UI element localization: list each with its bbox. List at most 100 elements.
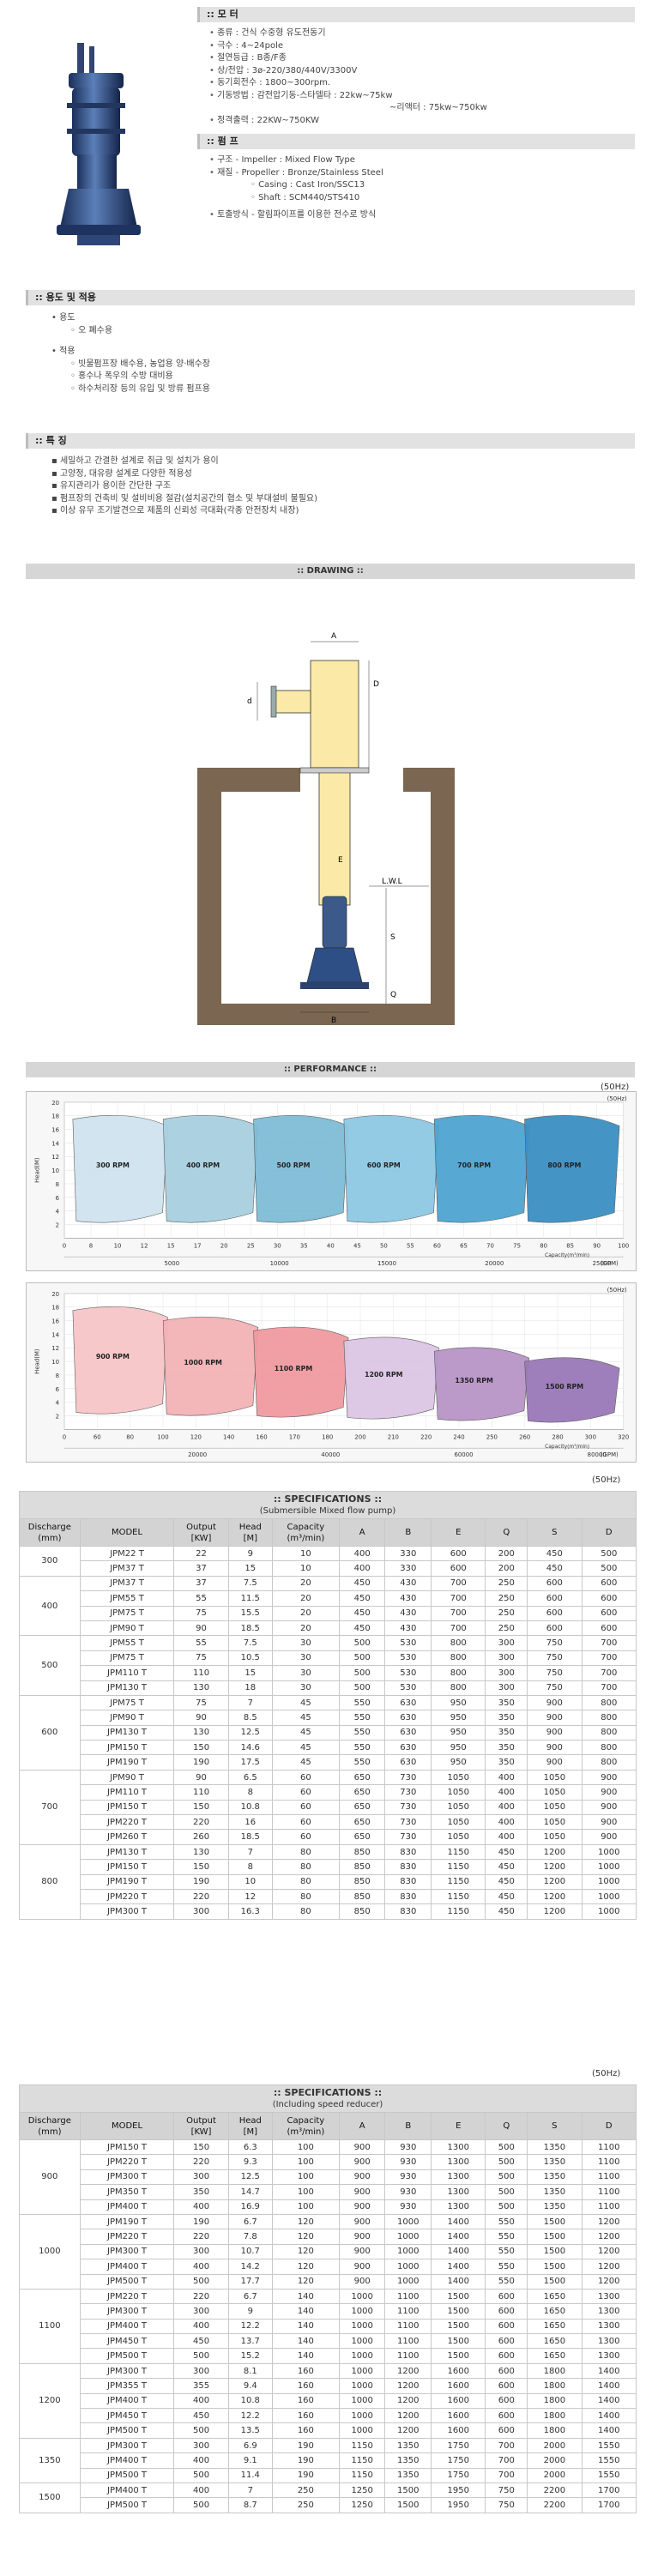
table-cell: 1200 — [384, 2408, 432, 2424]
table-cell: JPM90 T — [79, 1710, 175, 1726]
table-cell: 1350 — [384, 2452, 432, 2469]
table-cell: 200 — [485, 1560, 528, 1577]
table-cell: 300 — [485, 1650, 528, 1667]
table-cell: 900 — [581, 1769, 637, 1786]
table-cell: 30 — [271, 1650, 340, 1667]
table-cell: 13.5 — [227, 2422, 273, 2439]
table-cell: 1000 — [338, 2318, 386, 2335]
table-cell: 1000 — [338, 2333, 386, 2350]
table-cell: 1800 — [527, 2362, 583, 2380]
usage-apply-item: 빗물펌프장 배수용, 농업용 양·배수장 — [51, 359, 635, 371]
x-tick-label: 75 — [513, 1242, 521, 1249]
table-cell: 1600 — [431, 2422, 486, 2439]
y-tick-label: 8 — [56, 1372, 59, 1379]
table-cell: 140 — [271, 2348, 340, 2364]
dim-label: S — [390, 933, 395, 942]
table-cell: JPM150 T — [79, 1740, 175, 1756]
table-row: JPM190 T 190 17.5 45 550 630 950 350 900 800 — [20, 1754, 637, 1771]
table-cell: 140 — [271, 2288, 340, 2305]
table-cell: 7.5 — [227, 1635, 273, 1651]
table-cell: 750 — [485, 2482, 528, 2499]
table-cell: 1650 — [527, 2288, 583, 2305]
rpm-curve — [72, 1306, 168, 1415]
table-cell: 1600 — [431, 2392, 486, 2410]
table-cell: 10 — [271, 1560, 340, 1577]
table-cell: 330 — [384, 1560, 432, 1577]
table-cell: 1300 — [581, 2348, 637, 2364]
table-cell: 430 — [384, 1590, 432, 1607]
discharge-cell: 700 — [19, 1769, 81, 1845]
table-cell: 1250 — [338, 2482, 386, 2499]
column-header: Head [M] — [227, 2112, 273, 2140]
table-cell: JPM75 T — [79, 1694, 175, 1711]
motor-item: 극수 : 4~24pole — [209, 40, 635, 53]
table-row: JPM150 T 150 14.6 45 550 630 950 350 900 800 — [20, 1740, 637, 1756]
table-cell: 400 — [485, 1769, 528, 1786]
y-tick-label: 2 — [56, 1222, 59, 1228]
table-cell: 6.7 — [227, 2288, 273, 2305]
table-cell: 1050 — [431, 1814, 486, 1831]
gpm-label: (GPM) — [601, 1451, 619, 1458]
table-cell: 260 — [173, 1829, 229, 1845]
table-cell: JPM150 T — [79, 2139, 175, 2156]
table-cell: 1150 — [338, 2467, 386, 2483]
table-cell: JPM220 T — [79, 2154, 175, 2170]
x-tick-label: 180 — [322, 1433, 333, 1440]
table-cell: 16.9 — [227, 2199, 273, 2215]
discharge-cell: 300 — [19, 1546, 81, 1577]
hz-tag: (50Hz) — [592, 1475, 621, 1485]
gpm-tick-label: 80000 — [588, 1451, 607, 1458]
table-cell: JPM300 T — [79, 1903, 175, 1920]
x-axis-label: Capacity(m³/min) — [545, 1252, 589, 1258]
pump-item: Casing : Cast Iron/SSC13 — [209, 179, 635, 192]
table-cell: 700 — [485, 2437, 528, 2454]
table-cell: 600 — [527, 1605, 583, 1621]
table-cell: 550 — [485, 2273, 528, 2289]
column-header: MODEL — [79, 2112, 175, 2140]
table-cell: 800 — [581, 1694, 637, 1711]
table-cell: 15 — [227, 1560, 273, 1577]
table-cell: 1300 — [431, 2199, 486, 2215]
x-tick-label: 15 — [167, 1242, 175, 1249]
motor-item: 정격출력 : 22KW~750KW — [209, 115, 635, 128]
table-cell: 160 — [271, 2422, 340, 2439]
column-header: D — [581, 1518, 637, 1547]
table-cell: 15.5 — [227, 1605, 273, 1621]
y-tick-label: 18 — [51, 1113, 59, 1120]
motor-item: ~리액터 : 75kw~750kw — [389, 103, 487, 112]
table-cell: 10.8 — [227, 1799, 273, 1816]
rpm-label: 300 RPM — [96, 1161, 130, 1169]
table-row: 400 JPM37 T 37 7.5 20 450 430 700 250 600 600 — [19, 1575, 637, 1637]
table-cell: 60 — [271, 1784, 340, 1801]
table-cell: 12 — [227, 1888, 273, 1905]
table-cell: 800 — [581, 1710, 637, 1726]
table-cell: 160 — [271, 2362, 340, 2380]
table-cell: 20 — [271, 1575, 340, 1592]
table-cell: JPM400 T — [79, 2259, 175, 2275]
table-cell: 530 — [384, 1650, 432, 1667]
table-cell: 800 — [431, 1665, 486, 1681]
table-cell: 400 — [485, 1814, 528, 1831]
table-cell: 600 — [485, 2348, 528, 2364]
table-cell: 900 — [581, 1784, 637, 1801]
table-cell: 80 — [271, 1873, 340, 1890]
table-cell: 500 — [581, 1560, 637, 1577]
table-cell: 1350 — [527, 2184, 583, 2200]
table-cell: 1100 — [384, 2303, 432, 2320]
table-cell: 500 — [485, 2199, 528, 2215]
table-cell: 1500 — [431, 2288, 486, 2305]
table-cell: 900 — [527, 1694, 583, 1711]
table-cell: 600 — [485, 2392, 528, 2410]
table-cell: 600 — [581, 1590, 637, 1607]
features-header: :: 특 징 — [26, 433, 635, 449]
table-cell: 630 — [384, 1710, 432, 1726]
rpm-label: 1350 RPM — [455, 1377, 493, 1385]
table-cell: 250 — [271, 2482, 340, 2499]
table-cell: 60 — [271, 1829, 340, 1845]
table-cell: 9 — [227, 2303, 273, 2320]
table-cell: 1150 — [431, 1873, 486, 1890]
table-cell: JPM37 T — [79, 1575, 175, 1592]
table-row: JPM220 T 220 12 80 850 830 1150 450 1200 1000 — [20, 1888, 637, 1905]
table-cell: 350 — [485, 1740, 528, 1756]
y-axis-label: Head(M) — [33, 1348, 40, 1374]
